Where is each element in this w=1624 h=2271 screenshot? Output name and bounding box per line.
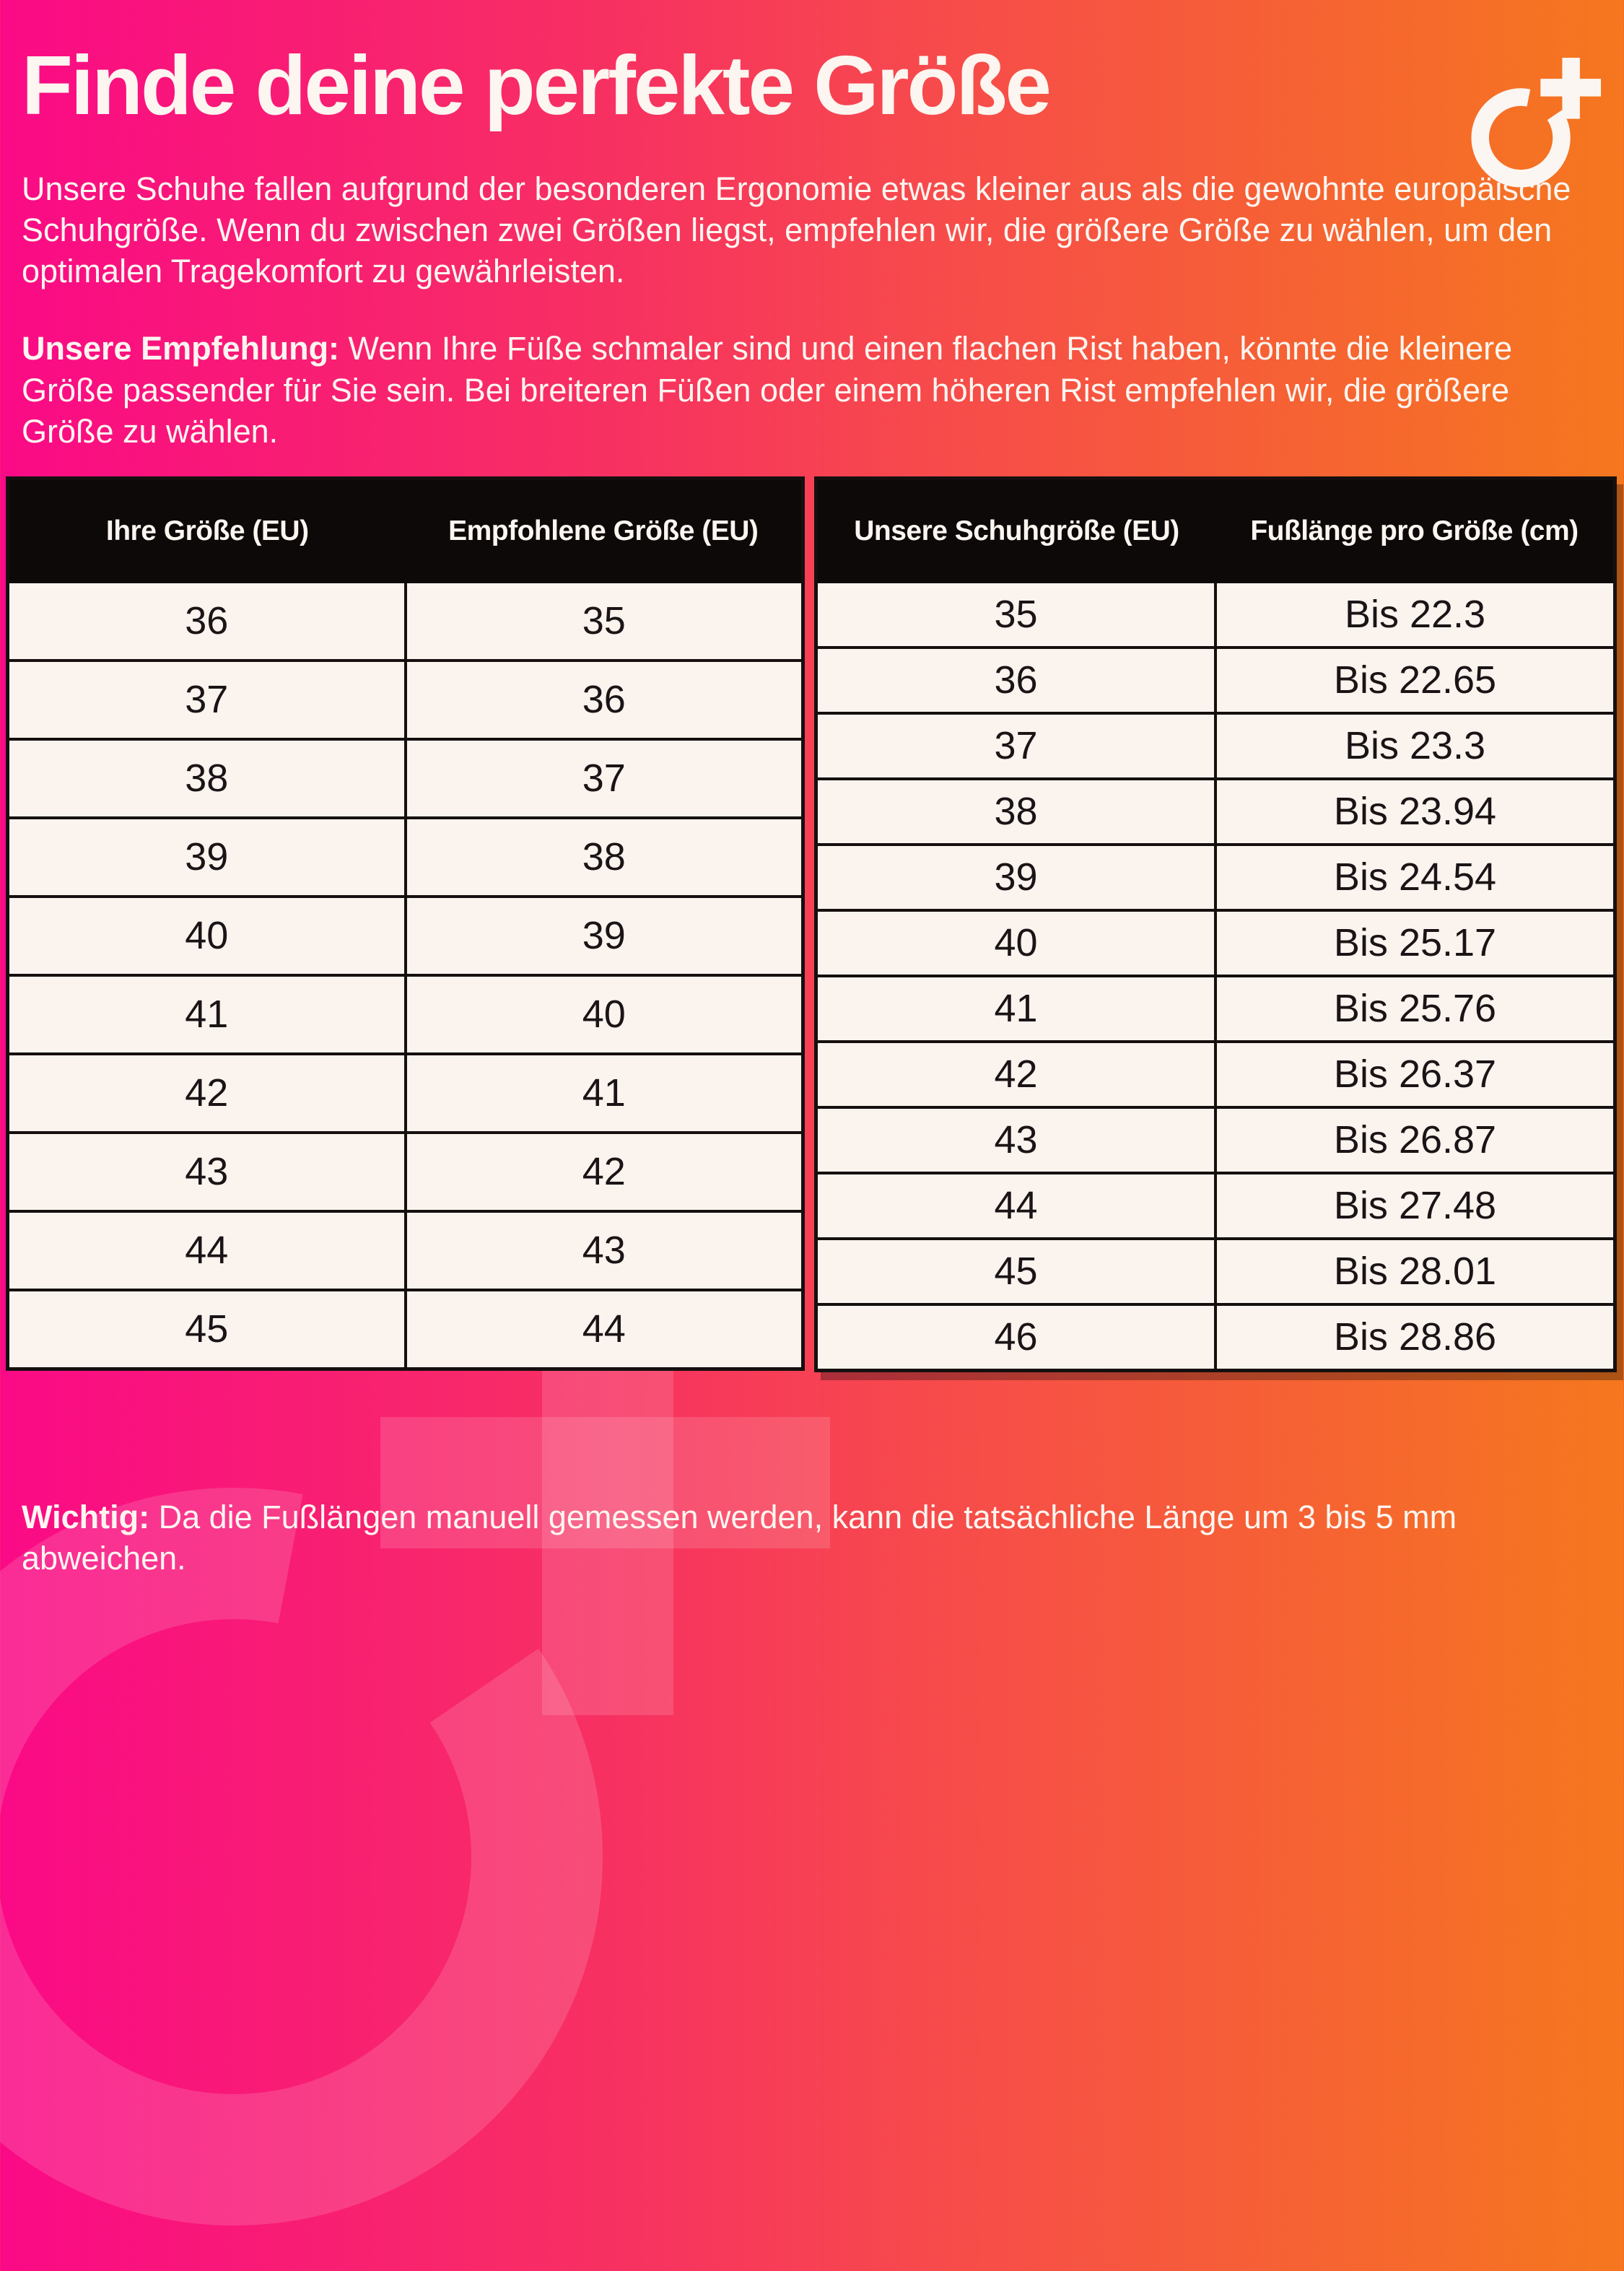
note-text: Wichtig: Da die Fußlängen manuell gemess…: [22, 1496, 1581, 1579]
table-row: 39 Bis 24.54: [818, 842, 1613, 909]
table-row: 42 41: [9, 1052, 801, 1131]
table-cell: Bis 22.65: [1214, 648, 1613, 712]
table-cell: 44: [994, 1184, 1038, 1228]
table-cell: 37: [185, 678, 229, 722]
intro-text: Unsere Schuhe fallen aufgrund der besond…: [22, 170, 1571, 290]
table-row: 38 Bis 23.94: [818, 777, 1613, 843]
table-row: 44 43: [9, 1209, 802, 1289]
column-header: Empfohlene Größe (EU): [448, 515, 759, 547]
table-row: 45 44: [9, 1288, 802, 1367]
table-cell: 35: [403, 583, 802, 659]
table-row: 40 Bis 25.17: [818, 908, 1613, 975]
note-label: Wichtig:: [22, 1498, 150, 1535]
table-cell: 35: [994, 593, 1038, 637]
table-body: 35 Bis 22.3 36 Bis 22.65 37 Bis 23.3 38 Bis 23.…: [818, 583, 1613, 1369]
table-cell: 42: [994, 1052, 1038, 1097]
table-body: 36 35 37 36 38 37 39 38 40 39 41 40 42 41 43 42 44 43 45 44: [9, 583, 801, 1367]
table-row: 44 Bis 27.48: [818, 1171, 1613, 1237]
table-header-row: Ihre Größe (EU) Empfohlene Größe (EU): [9, 479, 801, 583]
column-header: Ihre Größe (EU): [105, 515, 309, 547]
table-cell: 40: [185, 914, 229, 958]
page-title: Finde deine perfekte Größe: [22, 38, 1052, 132]
foot-length-table: Unsere Schuhgröße (EU) Fußlänge pro Größe…: [814, 476, 1617, 1372]
table-row: 43 Bis 26.87: [818, 1105, 1613, 1172]
table-cell: Bis 28.86: [1214, 1305, 1613, 1369]
table-row: 36 35: [9, 583, 801, 659]
table-cell: 46: [994, 1315, 1038, 1359]
table-cell: 36: [994, 658, 1038, 702]
table-cell: 39: [994, 855, 1038, 899]
table-cell: 40: [994, 921, 1038, 965]
table-row: 41 Bis 25.76: [818, 974, 1613, 1040]
table-row: 39 38: [9, 816, 801, 895]
table-row: 45 Bis 28.01: [818, 1237, 1613, 1303]
table-cell: Bis 25.76: [1214, 977, 1613, 1040]
table-row: 38 37: [9, 737, 802, 816]
table-cell: 36: [185, 599, 229, 643]
table-row: 41 40: [9, 973, 802, 1052]
table-row: 37 36: [9, 658, 802, 738]
table-cell: Bis 24.54: [1214, 845, 1613, 909]
table-row: 36 Bis 22.65: [818, 645, 1613, 712]
table-cell: 38: [185, 757, 229, 801]
table-cell: 39: [185, 835, 229, 879]
table-cell: Bis 28.01: [1214, 1239, 1613, 1303]
table-cell: Bis 23.3: [1214, 714, 1613, 777]
table-cell: 41: [185, 993, 229, 1037]
recommendation-label: Unsere Empfehlung:: [22, 330, 340, 367]
table-row: 46 Bis 28.86: [818, 1302, 1613, 1369]
note-body: Da die Fußlängen manuell gemessen werden…: [22, 1498, 1457, 1577]
table-cell: 45: [185, 1307, 229, 1351]
table-cell: Bis 22.3: [1214, 583, 1613, 646]
table-cell: 42: [403, 1133, 802, 1210]
table-cell: 43: [403, 1212, 802, 1289]
table-cell: 37: [403, 740, 802, 816]
table-cell: 40: [403, 976, 802, 1052]
recommendation-body: Wenn Ihre Füße schmaler sind und einen f…: [22, 330, 1513, 450]
table-cell: 38: [403, 819, 802, 895]
table-header-row: Unsere Schuhgröße (EU) Fußlänge pro Größe…: [818, 479, 1613, 583]
table-cell: 43: [185, 1150, 229, 1194]
column-header: Fußlänge pro Größe (cm): [1250, 515, 1579, 547]
table-cell: 38: [994, 790, 1038, 834]
recommendation-text: Unsere Empfehlung: Wenn Ihre Füße schmal…: [22, 328, 1581, 451]
table-cell: 41: [403, 1055, 802, 1131]
table-cell: 45: [994, 1250, 1038, 1294]
table-row: 37 Bis 23.3: [818, 711, 1613, 777]
table-cell: Bis 25.17: [1214, 911, 1613, 975]
column-header: Unsere Schuhgröße (EU): [854, 515, 1179, 547]
table-row: 40 39: [9, 894, 802, 974]
table-cell: 43: [994, 1118, 1038, 1162]
table-cell: 37: [994, 724, 1038, 768]
table-row: 43 42: [9, 1130, 802, 1210]
table-cell: 36: [403, 661, 802, 738]
table-row: 35 Bis 22.3: [818, 583, 1613, 646]
size-guide-page: Finde deine perfekte Größe Unsere Schuhe…: [0, 33, 1624, 1579]
size-conversion-table: Ihre Größe (EU) Empfohlene Größe (EU) 36 35…: [6, 476, 805, 1371]
table-row: 42 Bis 26.37: [818, 1039, 1613, 1106]
table-cell: 39: [403, 897, 802, 974]
table-cell: 44: [403, 1291, 802, 1367]
table-cell: Bis 27.48: [1214, 1174, 1613, 1237]
table-cell: 42: [185, 1071, 229, 1115]
tables-section: Ihre Größe (EU) Empfohlene Größe (EU) 36 35…: [6, 476, 1618, 1372]
table-cell: Bis 23.94: [1214, 780, 1613, 843]
table-cell: 41: [994, 987, 1038, 1031]
table-cell: 44: [185, 1229, 229, 1273]
brand-logo-icon: [1471, 58, 1601, 188]
table-cell: Bis 26.87: [1214, 1108, 1613, 1172]
table-cell: Bis 26.37: [1214, 1042, 1613, 1106]
